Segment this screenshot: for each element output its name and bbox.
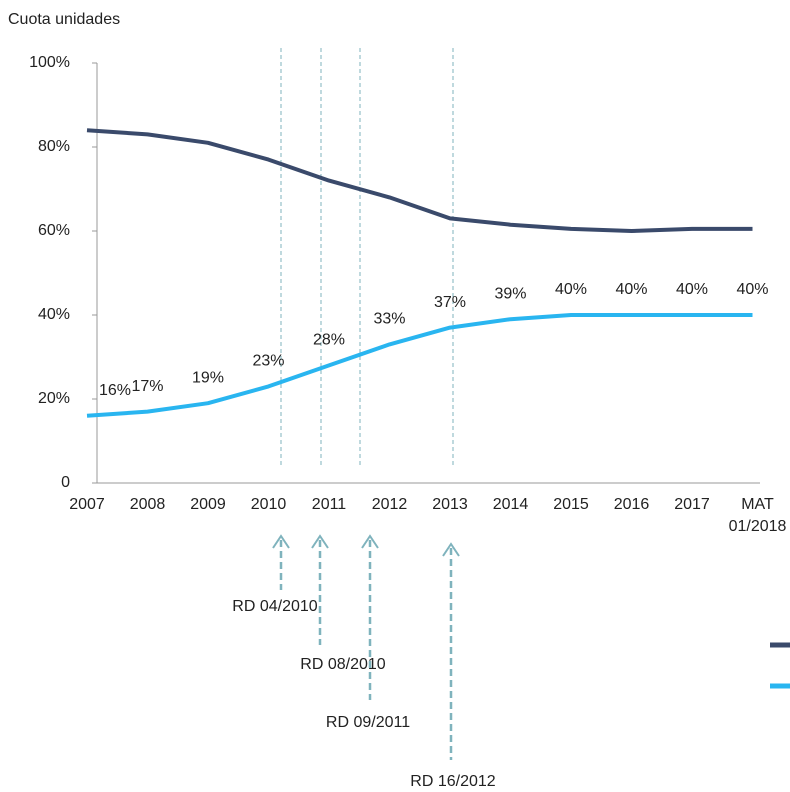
annotation: RD 16/2012 bbox=[410, 773, 495, 790]
x-tick-label: 2011 bbox=[312, 496, 347, 513]
x-tick-label: 2012 bbox=[372, 496, 408, 513]
data-label: 33% bbox=[373, 311, 405, 328]
data-label: 40% bbox=[555, 281, 587, 298]
data-label: 40% bbox=[736, 281, 768, 298]
arrow-head bbox=[311, 534, 329, 549]
series-line bbox=[86, 128, 753, 233]
y-tick-label: 0 bbox=[61, 474, 70, 491]
data-label: 37% bbox=[434, 294, 466, 311]
x-tick-label: 2017 bbox=[674, 496, 710, 513]
data-label: 40% bbox=[615, 281, 647, 298]
x-tick-label: 2008 bbox=[130, 496, 166, 513]
x-tick-label: 2014 bbox=[493, 496, 529, 513]
y-tick-label: 20% bbox=[38, 390, 70, 407]
x-tick-label: 2010 bbox=[251, 496, 287, 513]
annotation: RD 04/2010 bbox=[232, 598, 317, 615]
y-tick-label: 100% bbox=[29, 54, 70, 71]
data-label: 40% bbox=[676, 281, 708, 298]
y-tick-label: 60% bbox=[38, 222, 70, 239]
data-label: 28% bbox=[313, 332, 345, 349]
annotation: RD 08/2010 bbox=[300, 656, 385, 673]
data-label: 19% bbox=[192, 369, 224, 386]
data-label: 17% bbox=[131, 378, 163, 395]
data-label: 23% bbox=[252, 353, 284, 370]
y-axis-label: Cuota unidades bbox=[8, 11, 120, 28]
arrow-head bbox=[442, 542, 460, 557]
arrow-head bbox=[272, 534, 290, 549]
arrow-head bbox=[361, 534, 379, 549]
x-tick-label: MAT 01/2018 bbox=[729, 496, 787, 535]
x-tick-label: 2007 bbox=[69, 496, 105, 513]
x-tick-label: 2015 bbox=[553, 496, 589, 513]
x-tick-label: 2009 bbox=[190, 496, 226, 513]
data-label: 16% bbox=[99, 382, 131, 399]
y-tick-label: 40% bbox=[38, 306, 70, 323]
data-label: 39% bbox=[494, 285, 526, 302]
x-tick-label: 2013 bbox=[432, 496, 468, 513]
y-tick-label: 80% bbox=[38, 138, 70, 155]
series-line bbox=[86, 313, 753, 418]
x-tick-label: 2016 bbox=[614, 496, 650, 513]
annotation: RD 09/2011 bbox=[326, 714, 410, 731]
